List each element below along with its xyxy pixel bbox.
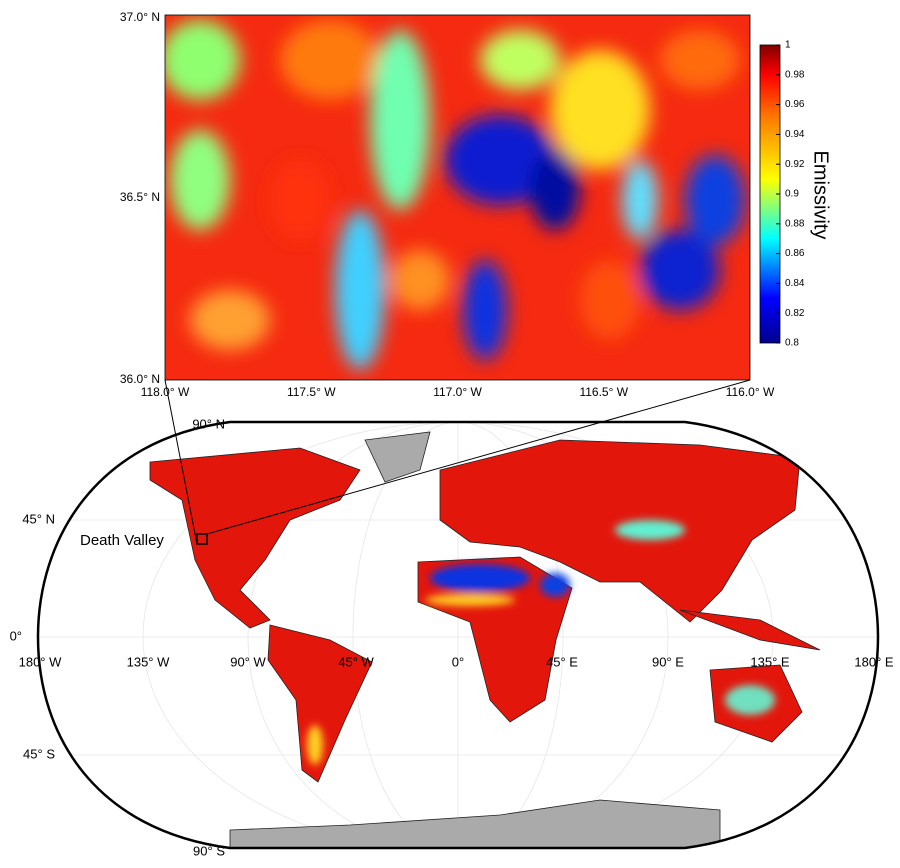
lon-label: 135° W — [127, 654, 171, 669]
lon-label: 116.5° W — [579, 385, 628, 399]
lat-label: 90° S — [193, 843, 225, 858]
lon-label: 90° E — [652, 654, 684, 669]
colorbar-tick-label: 0.9 — [785, 189, 799, 200]
colorbar-tick-label: 0.92 — [785, 159, 805, 170]
map-outline — [36, 420, 880, 850]
lat-label: 45° N — [22, 511, 55, 526]
colorbar-label: Emissivity — [810, 151, 832, 240]
colorbar-tick-label: 0.96 — [785, 99, 805, 110]
lat-label: 90° N — [192, 416, 225, 431]
lat-label: 45° S — [23, 746, 55, 761]
lon-label: 117.5° W — [287, 385, 336, 399]
lon-label: 135° E — [750, 654, 790, 669]
lon-label: 118.0° W — [141, 385, 190, 399]
lon-label: 180° W — [19, 654, 63, 669]
lon-label: 180° E — [854, 654, 894, 669]
world-map-land — [38, 422, 878, 848]
colorbar-tick-label: 0.82 — [785, 308, 805, 319]
inset-raster — [165, 15, 750, 380]
colorbar-tick-label: 1 — [785, 40, 791, 51]
lat-label: 36.0° N — [120, 372, 160, 386]
zoom-line — [206, 379, 751, 535]
inset-frame — [164, 14, 751, 381]
colorbar-tick-label: 0.98 — [785, 69, 805, 80]
colorbar-tick-label: 0.84 — [785, 278, 805, 289]
colorbar-tick-label: 0.8 — [785, 338, 799, 349]
colorbar-tick-label: 0.86 — [785, 248, 805, 259]
region-box — [196, 533, 208, 545]
lon-label: 117.0° W — [433, 385, 482, 399]
lon-label: 116.0° W — [726, 385, 775, 399]
lat-label: 36.5° N — [120, 190, 160, 204]
colorbar-tick-label: 0.88 — [785, 218, 805, 229]
lat-label: 37.0° N — [120, 10, 160, 24]
zoom-line — [164, 379, 198, 545]
colorbar-tick-label: 0.94 — [785, 129, 805, 140]
lat-label: 0° — [10, 628, 22, 643]
lon-label: 0° — [452, 654, 464, 669]
lon-label: 90° W — [230, 654, 266, 669]
annotation: Death Valley — [80, 532, 164, 549]
lon-label: 45° E — [546, 654, 578, 669]
lon-label: 45° W — [338, 654, 374, 669]
